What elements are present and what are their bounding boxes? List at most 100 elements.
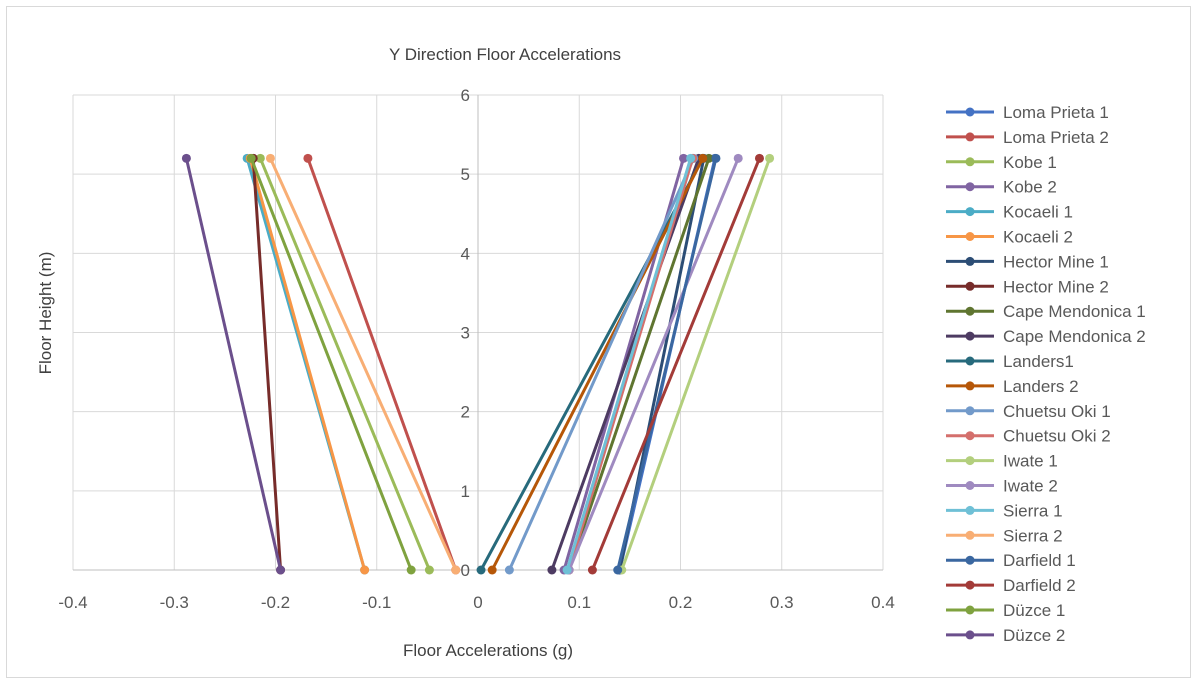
legend-swatch-marker — [965, 605, 975, 615]
legend-label: Hector Mine 2 — [1003, 277, 1109, 296]
data-point — [754, 153, 764, 163]
legend-item: Loma Prieta 2 — [946, 128, 1109, 147]
legend-label: Kobe 1 — [1003, 153, 1057, 172]
legend-swatch-marker — [965, 481, 975, 490]
x-tick-label: -0.4 — [58, 593, 87, 612]
legend-label: Sierra 2 — [1003, 526, 1063, 545]
x-tick-label: -0.2 — [261, 593, 290, 612]
legend-label: Loma Prieta 1 — [1003, 103, 1109, 122]
legend-label: Darfield 1 — [1003, 551, 1076, 570]
series-line — [479, 156, 705, 572]
series-layer — [181, 153, 775, 575]
series-line — [616, 156, 718, 572]
data-point — [303, 153, 313, 163]
series-line — [258, 156, 431, 572]
data-point — [765, 153, 775, 163]
data-point — [360, 565, 370, 575]
legend-item: Hector Mine 2 — [946, 277, 1109, 296]
legend-item: Iwate 1 — [946, 452, 1058, 471]
legend-item: Chuetsu Oki 1 — [946, 402, 1111, 421]
legend-swatch-marker — [965, 256, 975, 266]
legend-item: Sierra 2 — [946, 526, 1063, 545]
series-line — [507, 156, 696, 572]
legend-swatch-marker — [965, 630, 975, 640]
legend-swatch-marker — [965, 232, 975, 241]
series-14 — [617, 153, 775, 575]
x-tick-label: 0.2 — [669, 593, 693, 612]
series-line — [567, 156, 695, 572]
series-17 — [265, 153, 461, 575]
legend-label: Cape Mendonica 2 — [1003, 327, 1146, 346]
series-line — [565, 156, 693, 572]
series-20 — [246, 153, 416, 575]
y-tick-label: 0 — [461, 561, 470, 580]
series-2 — [255, 153, 434, 575]
legend-item: Chuetsu Oki 2 — [946, 427, 1111, 446]
legend-item: Cape Mendonica 1 — [946, 302, 1146, 321]
y-tick-label: 2 — [461, 403, 470, 422]
series-line — [567, 156, 740, 572]
legend-swatch-marker — [965, 555, 975, 565]
x-tick-label: -0.1 — [362, 593, 391, 612]
x-tick-labels: -0.4 -0.3 -0.2 -0.1 0 0.1 0.2 0.3 0.4 — [58, 593, 894, 612]
legend: Loma Prieta 1 Loma Prieta 2 Kobe 1 Kobe 2 Ko… — [946, 103, 1146, 645]
series-16 — [562, 153, 696, 575]
legend-swatch-marker — [965, 431, 975, 441]
data-point — [451, 565, 461, 575]
x-tick-label: 0.4 — [871, 593, 895, 612]
series-12 — [504, 153, 699, 575]
y-tick-label: 5 — [461, 165, 470, 184]
legend-label: Cape Mendonica 1 — [1003, 302, 1146, 321]
x-axis-title: Floor Accelerations (g) — [403, 641, 573, 660]
legend-item: Darfield 1 — [946, 551, 1076, 570]
legend-swatch-marker — [965, 306, 975, 316]
y-tick-label: 6 — [461, 86, 470, 105]
series-line — [249, 156, 413, 572]
legend-label: Düzce 2 — [1003, 626, 1065, 645]
legend-label: Düzce 1 — [1003, 601, 1065, 620]
data-point — [265, 153, 275, 163]
x-tick-label: -0.3 — [160, 593, 189, 612]
series-line — [590, 156, 761, 572]
x-tick-label: 0.3 — [770, 593, 794, 612]
legend-swatch-marker — [965, 356, 975, 366]
data-point — [181, 153, 191, 163]
legend-item: Kobe 2 — [946, 178, 1057, 197]
legend-swatch-marker — [965, 207, 975, 217]
legend-label: Landers 2 — [1003, 377, 1079, 396]
legend-item: Düzce 2 — [946, 626, 1065, 645]
series-line — [306, 156, 458, 572]
legend-label: Darfield 2 — [1003, 576, 1076, 595]
data-point — [613, 565, 623, 575]
legend-swatch-marker — [965, 182, 975, 192]
data-point — [246, 153, 256, 163]
chart-title: Y Direction Floor Accelerations — [389, 45, 621, 64]
legend-item: Sierra 1 — [946, 501, 1063, 520]
legend-swatch-marker — [965, 505, 975, 515]
legend-label: Kobe 2 — [1003, 178, 1057, 197]
data-point — [276, 565, 286, 575]
series-21 — [181, 153, 286, 575]
legend-label: Chuetsu Oki 2 — [1003, 427, 1111, 446]
series-line — [184, 156, 283, 572]
series-line — [550, 156, 701, 572]
series-line — [620, 156, 772, 572]
data-point — [487, 565, 497, 575]
series-11 — [487, 153, 708, 575]
data-point — [406, 565, 416, 575]
legend-label: Iwate 2 — [1003, 477, 1058, 496]
legend-label: Kocaeli 2 — [1003, 228, 1073, 247]
x-tick-label: 0 — [473, 593, 482, 612]
data-point — [255, 153, 265, 163]
x-tick-label: 0.1 — [567, 593, 591, 612]
data-point — [424, 565, 434, 575]
y-tick-label: 1 — [461, 482, 470, 501]
legend-label: Landers1 — [1003, 352, 1074, 371]
legend-item: Düzce 1 — [946, 601, 1065, 620]
legend-swatch-marker — [965, 580, 975, 590]
legend-label: Chuetsu Oki 1 — [1003, 402, 1111, 421]
legend-swatch-marker — [965, 132, 975, 142]
legend-label: Iwate 1 — [1003, 452, 1058, 471]
legend-label: Loma Prieta 2 — [1003, 128, 1109, 147]
